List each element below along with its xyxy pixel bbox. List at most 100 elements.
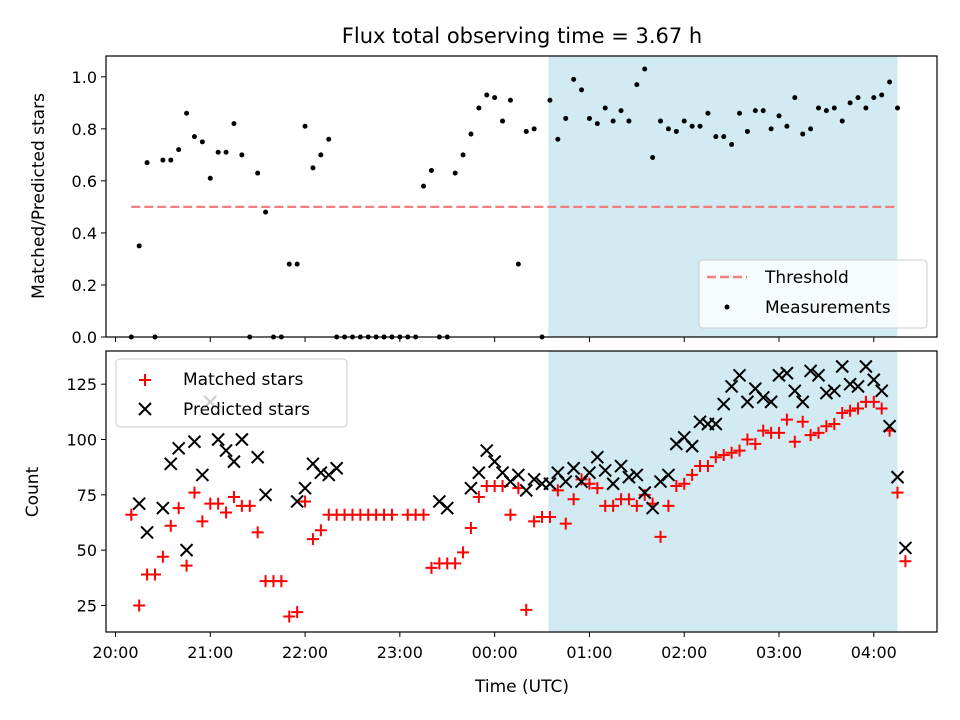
predicted-star-point (645, 501, 660, 515)
matched-star-point (749, 437, 762, 450)
predicted-star-point (472, 465, 486, 480)
bottom-chart-ylabel: Count (23, 466, 43, 517)
predicted-star-point (614, 459, 628, 473)
measurement-point (160, 157, 166, 163)
legend-measurements-swatch (724, 304, 730, 310)
predicted-star-point (622, 470, 636, 484)
matched-star-point (796, 415, 809, 428)
measurement-point (768, 126, 774, 132)
matched-star-point (243, 499, 256, 512)
bottom-xtick-label: 04:00 (851, 643, 897, 662)
measurement-point (168, 157, 174, 163)
measurement-point (855, 95, 861, 101)
top-ytick-label: 0.6 (72, 172, 97, 191)
shade-layer (548, 56, 898, 632)
measurement-point (468, 131, 474, 137)
matched-star-point (678, 477, 691, 490)
bottom-legend-box (115, 358, 348, 428)
matched-star-point (251, 526, 264, 539)
bottom-xtick-label: 21:00 (187, 643, 233, 662)
predicted-star-point (235, 432, 249, 447)
matched-star-point (512, 482, 525, 495)
top-legend-box (698, 259, 928, 329)
matched-star-point (567, 493, 580, 506)
matched-star-point (417, 508, 430, 521)
matched-star-point (725, 446, 738, 459)
predicted-star-point (882, 419, 897, 433)
matched-star-point (299, 495, 312, 508)
predicted-star-point (598, 463, 612, 478)
predicted-star-point (290, 494, 304, 509)
top-ytick-label: 0.4 (72, 224, 97, 243)
matched-star-point (504, 508, 517, 521)
predicted-star-point (606, 477, 620, 491)
measurement-point (239, 152, 245, 158)
predicted-star-point (827, 384, 842, 398)
predicted-star-point (440, 501, 454, 515)
predicted-star-point (867, 373, 881, 387)
measurement-point (144, 160, 150, 166)
predicted-star-point (859, 359, 873, 374)
matched-star-point (275, 575, 288, 588)
matched-star-point (306, 533, 319, 546)
measurement-point (847, 100, 853, 106)
measurement-point (602, 105, 608, 111)
predicted-star-point (803, 364, 818, 378)
measurement-point (428, 167, 434, 173)
matched-star-point (543, 510, 556, 523)
top-chart-title: Flux total observing time = 3.67 h (342, 24, 702, 48)
matched-star-point (622, 493, 635, 506)
measurement-point (460, 152, 466, 158)
matched-star-point (709, 451, 722, 464)
measurement-point (547, 97, 553, 103)
measurement-point (681, 118, 687, 124)
predicted-star-point (796, 395, 810, 409)
matched-star-point (212, 497, 225, 510)
matched-star-point (196, 515, 209, 528)
matched-star-point (188, 486, 201, 499)
predicted-star-point (772, 368, 786, 383)
predicted-star-point (835, 359, 849, 374)
matched-star-point (867, 395, 880, 408)
measurement-point (879, 92, 885, 98)
measurement-point (586, 115, 592, 121)
predicted-star-point (464, 481, 478, 495)
predicted-star-point (171, 441, 186, 456)
measurement-point (618, 108, 624, 114)
matched-star-point (757, 424, 770, 437)
marks-layer (125, 66, 913, 623)
measurement-point (255, 170, 261, 176)
measurement-point (863, 105, 869, 111)
predicted-star-point (740, 395, 755, 409)
top-ytick-label: 0.8 (72, 120, 97, 139)
matched-star-point (283, 610, 296, 623)
measurement-point (697, 123, 703, 129)
measurement-point (800, 131, 806, 137)
legend-matched-label: Matched stars (183, 370, 303, 390)
matched-star-point (820, 420, 833, 433)
matched-star-point (520, 603, 533, 616)
measurement-point (610, 118, 616, 124)
measurement-point (792, 95, 798, 101)
matched-star-point (780, 413, 793, 426)
measurement-point (563, 115, 569, 121)
measurement-point (752, 108, 758, 114)
matched-star-point (804, 429, 817, 442)
matched-star-point (314, 524, 327, 537)
predicted-star-point (693, 415, 707, 429)
predicted-star-point (890, 470, 905, 484)
top-ytick-label: 1.0 (72, 68, 97, 87)
measurement-point (452, 170, 458, 176)
predicted-star-point (559, 474, 573, 489)
legend-measurements-label: Measurements (765, 298, 891, 318)
matched-star-point (788, 435, 801, 448)
predicted-star-point (811, 368, 826, 383)
measurement-point (294, 261, 300, 267)
bottom-xtick-label: 22:00 (282, 643, 328, 662)
measurement-point (176, 147, 182, 153)
predicted-star-point (843, 377, 857, 391)
matched-star-point (591, 482, 604, 495)
axes-layer: 0.0 0.2 0.4 0.6 0.8 1.0 25 50 75 100 125 20:00 21:00… (66, 55, 938, 662)
measurement-point (523, 128, 529, 134)
